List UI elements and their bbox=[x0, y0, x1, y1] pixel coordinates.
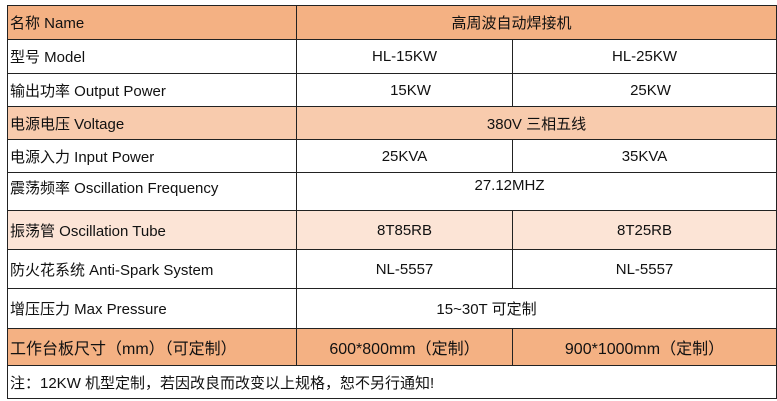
cell-value: 380V 三相五线 bbox=[295, 106, 777, 140]
row-voltage: 电源电压 Voltage 380V 三相五线 bbox=[7, 106, 777, 140]
cell-value: 35KVA bbox=[511, 139, 777, 173]
row-label: 防火花系统 Anti-Spark System bbox=[7, 249, 297, 289]
row-frequency: 震荡频率 Oscillation Frequency 27.12MHZ bbox=[7, 172, 777, 211]
cell-value: 600*800mm（定制） bbox=[296, 328, 513, 366]
spec-table: 名称 Name 高周波自动焊接机 型号 Model HL-15KW HL-25K… bbox=[6, 5, 777, 399]
cell-value: 8T25RB bbox=[511, 210, 777, 250]
cell-value: HL-15KW bbox=[296, 39, 513, 74]
row-model: 型号 Model HL-15KW HL-25KW bbox=[7, 39, 777, 74]
cell-value: NL-5557 bbox=[511, 249, 777, 289]
cell-value: 900*1000mm（定制） bbox=[511, 328, 777, 366]
cell-value: 15KW bbox=[296, 73, 513, 107]
cell-value: 8T85RB bbox=[296, 210, 513, 250]
row-label: 增压压力 Max Pressure bbox=[7, 288, 297, 329]
row-table-size: 工作台板尺寸（mm）（可定制） 600*800mm（定制） 900*1000mm… bbox=[7, 328, 777, 366]
cell-value: 25KVA bbox=[296, 139, 513, 173]
row-max-pressure: 增压压力 Max Pressure 15~30T 可定制 bbox=[7, 288, 777, 329]
header-value: 高周波自动焊接机 bbox=[295, 5, 777, 40]
row-label: 振荡管 Oscillation Tube bbox=[7, 210, 297, 250]
header-label: 名称 Name bbox=[7, 5, 297, 40]
cell-value: HL-25KW bbox=[511, 39, 777, 74]
cell-value: 25KW bbox=[511, 73, 777, 107]
note-text: 注：12KW 机型定制，若因改良而改变以上规格，恕不另行通知! bbox=[6, 365, 777, 399]
row-label: 震荡频率 Oscillation Frequency bbox=[7, 172, 297, 211]
cell-value: NL-5557 bbox=[296, 249, 513, 289]
cell-value: 15~30T 可定制 bbox=[295, 288, 777, 329]
row-label: 电源入力 Input Power bbox=[7, 139, 297, 173]
row-label: 电源电压 Voltage bbox=[7, 106, 297, 140]
note-row: 注：12KW 机型定制，若因改良而改变以上规格，恕不另行通知! bbox=[6, 365, 777, 399]
row-label: 输出功率 Output Power bbox=[7, 73, 297, 107]
row-anti-spark: 防火花系统 Anti-Spark System NL-5557 NL-5557 bbox=[7, 249, 777, 289]
row-input-power: 电源入力 Input Power 25KVA 35KVA bbox=[7, 139, 777, 173]
cell-value: 27.12MHZ bbox=[295, 172, 777, 211]
row-label: 工作台板尺寸（mm）（可定制） bbox=[7, 328, 297, 366]
row-label: 型号 Model bbox=[7, 39, 297, 74]
header-row: 名称 Name 高周波自动焊接机 bbox=[7, 5, 777, 40]
row-oscillation-tube: 振荡管 Oscillation Tube 8T85RB 8T25RB bbox=[7, 210, 777, 250]
row-output-power: 输出功率 Output Power 15KW 25KW bbox=[7, 73, 777, 107]
